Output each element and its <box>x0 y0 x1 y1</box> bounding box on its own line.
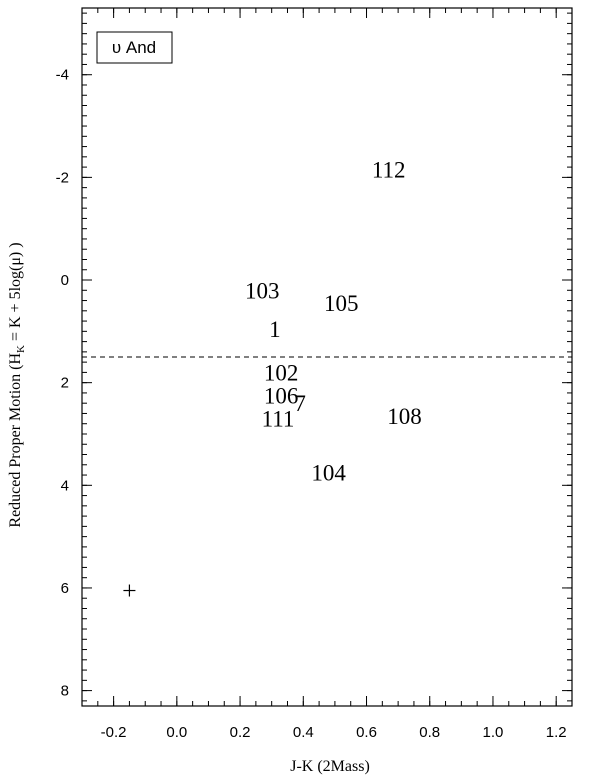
y-tick-label: -2 <box>56 169 69 186</box>
point-label-103: 103 <box>245 278 280 303</box>
point-label-7: 7 <box>294 391 306 416</box>
y-tick-label: 8 <box>61 683 69 700</box>
x-tick-label: 1.2 <box>546 724 567 741</box>
x-tick-label: 0.2 <box>230 724 251 741</box>
plus-marker <box>123 584 136 597</box>
point-label-1: 1 <box>269 317 281 342</box>
y-tick-label: 2 <box>61 375 69 392</box>
point-label-106: 106 <box>264 383 299 408</box>
point-label-105: 105 <box>324 291 359 316</box>
legend-box: υ And <box>96 31 173 64</box>
y-tick-label: -4 <box>56 67 69 84</box>
point-label-112: 112 <box>372 158 406 183</box>
axis-tick-labels: -0.2 0.0 0.2 0.4 0.6 0.8 1.0 1.2 -4 -2 0 2 4 6 8 <box>56 67 567 741</box>
x-tick-label: 0.4 <box>293 724 314 741</box>
x-tick-label: 0.0 <box>166 724 187 741</box>
point-label-104: 104 <box>311 460 346 485</box>
y-tick-label: 6 <box>61 580 69 597</box>
point-label-108: 108 <box>387 404 422 429</box>
x-tick-label: -0.2 <box>101 724 127 741</box>
legend-label: υ And <box>112 38 156 57</box>
y-tick-label: 0 <box>61 272 69 289</box>
point-label-102: 102 <box>264 360 299 385</box>
x-tick-label: 0.8 <box>419 724 440 741</box>
y-axis-title: Reduced Proper Motion (HK = K + 5log(μ) … <box>7 242 27 527</box>
x-tick-label: 1.0 <box>483 724 504 741</box>
axis-ticks <box>81 8 573 706</box>
y-tick-label: 4 <box>61 477 69 494</box>
x-axis-title: J-K (2Mass) <box>290 758 370 775</box>
x-tick-label: 0.6 <box>356 724 377 741</box>
point-label-111: 111 <box>262 407 295 432</box>
